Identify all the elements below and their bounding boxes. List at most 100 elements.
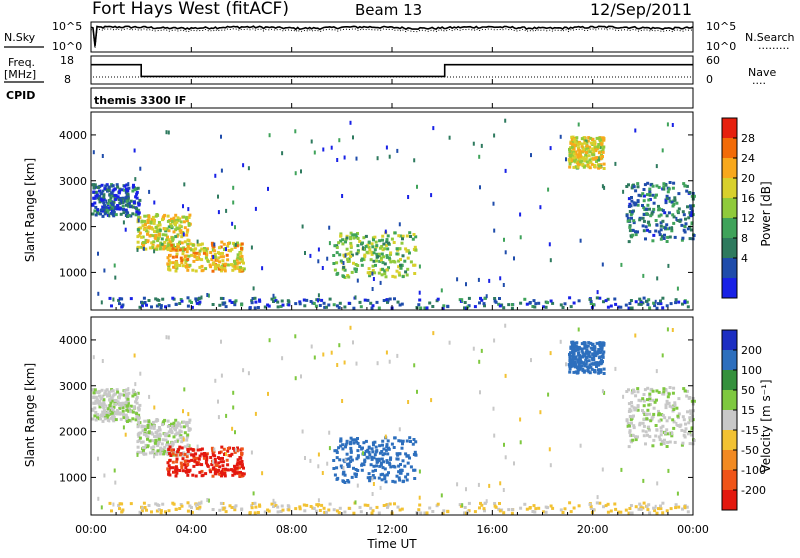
echo-cell bbox=[341, 447, 345, 451]
echo-cell bbox=[153, 230, 156, 233]
echo-cell bbox=[632, 185, 636, 189]
echo-cell bbox=[143, 446, 147, 449]
echo-cell bbox=[401, 480, 405, 484]
echo-cell bbox=[609, 509, 613, 513]
echo-cell bbox=[349, 440, 353, 444]
echo-cell bbox=[236, 256, 240, 260]
echo-cell bbox=[169, 249, 173, 252]
echo-cell bbox=[580, 347, 584, 351]
echo-cell bbox=[135, 397, 139, 401]
echo-cell bbox=[206, 259, 210, 263]
echo-cell bbox=[407, 400, 410, 404]
echo-cell bbox=[588, 158, 592, 162]
echo-cell bbox=[342, 458, 346, 462]
echo-cell bbox=[371, 476, 374, 481]
echo-cell bbox=[266, 303, 270, 307]
echo-cell bbox=[199, 243, 203, 247]
echo-cell bbox=[102, 197, 106, 201]
echo-cell bbox=[136, 440, 140, 444]
echo-cell bbox=[647, 403, 651, 407]
echo-cell bbox=[135, 190, 139, 194]
echo-cell bbox=[136, 391, 140, 395]
echo-cell bbox=[395, 452, 399, 456]
echo-cell bbox=[389, 465, 393, 469]
echo-cell bbox=[233, 472, 237, 476]
echo-cell bbox=[384, 275, 388, 279]
echo-cell bbox=[117, 396, 121, 400]
echo-cell bbox=[136, 247, 139, 252]
echo-cell bbox=[592, 150, 596, 154]
echo-cell bbox=[583, 141, 587, 145]
echo-cell bbox=[652, 406, 656, 410]
echo-cell bbox=[396, 353, 399, 358]
echo-cell bbox=[197, 502, 201, 505]
echo-cell bbox=[595, 296, 599, 300]
echo-cell bbox=[225, 413, 228, 418]
echo-cell bbox=[651, 444, 655, 448]
echo-cell bbox=[102, 195, 106, 199]
echo-cell bbox=[589, 299, 593, 303]
echo-cell bbox=[200, 447, 204, 451]
echo-cell bbox=[107, 393, 111, 397]
echo-cell bbox=[667, 416, 671, 420]
echo-cell bbox=[174, 302, 178, 306]
echo-cell bbox=[381, 443, 384, 447]
echo-cell bbox=[636, 404, 640, 408]
echo-cell bbox=[136, 186, 140, 190]
echo-cell bbox=[121, 188, 125, 192]
echo-cell bbox=[355, 156, 358, 161]
echo-cell bbox=[385, 238, 389, 242]
echo-cell bbox=[688, 237, 692, 241]
echo-cell bbox=[181, 454, 185, 458]
echo-cell bbox=[146, 221, 150, 225]
echo-cell bbox=[414, 453, 418, 457]
echo-cell bbox=[235, 244, 239, 248]
echo-cell bbox=[178, 224, 182, 228]
echo-cell bbox=[170, 220, 174, 223]
echo-cell bbox=[580, 342, 584, 346]
echo-cell bbox=[642, 404, 646, 408]
echo-cell bbox=[628, 507, 632, 510]
echo-cell bbox=[472, 346, 475, 351]
echo-cell bbox=[155, 304, 159, 308]
echo-cell bbox=[642, 188, 646, 191]
noise-panel: N.Sky 10^5 10^0 10^5 10^0 N.Search .....… bbox=[4, 20, 795, 53]
echo-cell bbox=[385, 145, 388, 150]
echo-cell bbox=[636, 199, 640, 203]
y-tick-label: 2000 bbox=[59, 426, 87, 439]
echo-cell bbox=[225, 458, 229, 462]
echo-cell bbox=[231, 268, 235, 272]
echo-cell bbox=[385, 350, 388, 355]
echo-cell bbox=[485, 499, 488, 504]
echo-cell bbox=[125, 203, 129, 207]
echo-cell bbox=[355, 457, 359, 461]
echo-cell bbox=[206, 464, 210, 468]
echo-cell bbox=[247, 371, 250, 376]
echo-cell bbox=[442, 509, 446, 513]
echo-cell bbox=[213, 454, 217, 458]
echo-cell bbox=[204, 248, 208, 252]
echo-cell bbox=[637, 398, 641, 402]
echo-cell bbox=[528, 506, 532, 509]
echo-cell bbox=[591, 362, 595, 366]
echo-cell bbox=[597, 369, 601, 373]
echo-cell bbox=[342, 261, 345, 265]
echo-cell bbox=[576, 143, 580, 147]
echo-cell bbox=[197, 297, 201, 300]
echo-cell bbox=[666, 190, 670, 194]
echo-cell bbox=[627, 410, 631, 413]
echo-cell bbox=[116, 207, 120, 211]
echo-cell bbox=[309, 505, 313, 508]
beam-label: Beam 13 bbox=[355, 1, 422, 19]
echo-cell bbox=[368, 272, 372, 276]
echo-cell bbox=[175, 255, 179, 259]
echo-cell bbox=[167, 238, 171, 242]
echo-cell bbox=[657, 302, 660, 306]
echo-cell bbox=[586, 139, 590, 143]
echo-cell bbox=[428, 301, 432, 305]
echo-cell bbox=[400, 302, 404, 306]
echo-cell bbox=[267, 509, 271, 513]
echo-cell bbox=[336, 363, 339, 367]
echo-cell bbox=[133, 353, 136, 358]
echo-cell bbox=[111, 189, 115, 193]
